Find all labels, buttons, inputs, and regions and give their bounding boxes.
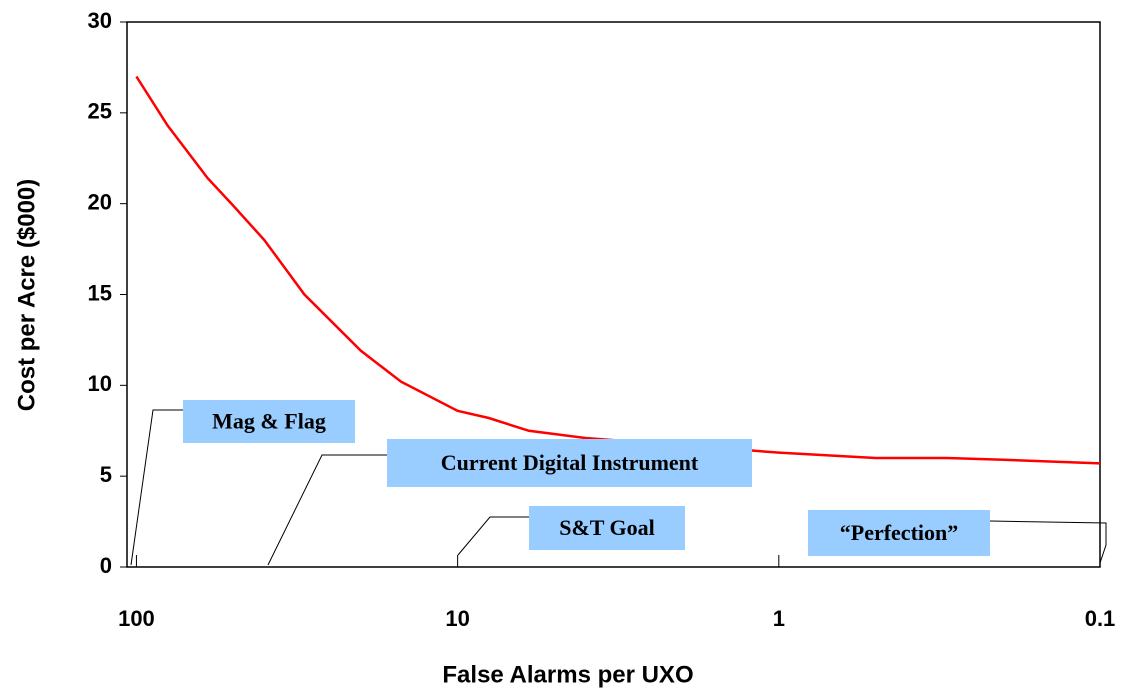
annotation-box bbox=[387, 439, 752, 487]
x-tick-label: 1 bbox=[773, 606, 785, 631]
callout-line bbox=[457, 516, 529, 556]
callout-lines bbox=[130, 409, 1107, 566]
annotation-label: Current Digital Instrument bbox=[441, 450, 699, 475]
x-tick-label: 10 bbox=[445, 606, 469, 631]
y-tick-label: 15 bbox=[88, 280, 112, 305]
y-tick-label: 10 bbox=[88, 371, 112, 396]
x-tick-label: 100 bbox=[118, 606, 155, 631]
callout-line bbox=[130, 409, 183, 566]
y-tick-label: 5 bbox=[100, 462, 112, 487]
y-tick-label: 20 bbox=[88, 189, 112, 214]
x-tick-label: 0.1 bbox=[1085, 606, 1116, 631]
x-axis-title: False Alarms per UXO bbox=[442, 661, 693, 688]
y-tick-label: 0 bbox=[100, 553, 112, 578]
y-tick-label: 30 bbox=[88, 8, 112, 33]
y-tick-label: 25 bbox=[88, 99, 112, 124]
y-axis-title: Cost per Acre ($000) bbox=[13, 179, 40, 412]
line-series bbox=[135, 75, 1101, 465]
annotation-box bbox=[808, 510, 990, 556]
annotation-box bbox=[529, 506, 685, 550]
callout-line bbox=[267, 454, 387, 566]
annotation-label: S&T Goal bbox=[559, 515, 655, 540]
callout-line bbox=[989, 520, 1107, 564]
annotation-label: Mag & Flag bbox=[212, 409, 326, 434]
annotation-box bbox=[183, 400, 355, 443]
annotation-label: “Perfection” bbox=[840, 520, 959, 545]
